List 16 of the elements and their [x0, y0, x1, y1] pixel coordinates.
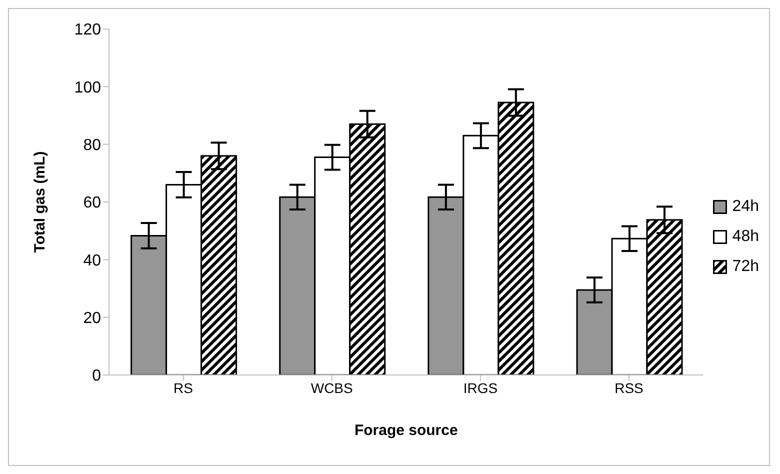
- x-tick-label: RS: [174, 380, 194, 396]
- x-tick-label: WCBS: [310, 380, 353, 396]
- legend-label: 72h: [732, 258, 759, 276]
- y-tick-label: 80: [83, 137, 102, 154]
- x-tick-label: IRGS: [463, 380, 498, 396]
- y-tick-label: 40: [83, 252, 102, 270]
- x-axis-title: Forage source: [354, 422, 458, 439]
- y-tick-label: 100: [74, 79, 102, 96]
- legend-label: 48h: [732, 228, 759, 246]
- y-tick-label: 20: [83, 310, 102, 328]
- legend-label: 24h: [732, 198, 759, 216]
- y-tick-label: 120: [74, 22, 102, 39]
- x-tick-label: RSS: [614, 380, 644, 396]
- y-tick-label: 60: [83, 194, 102, 212]
- y-axis-title: Total gas (mL): [31, 151, 48, 253]
- y-tick-label: 0: [92, 368, 102, 385]
